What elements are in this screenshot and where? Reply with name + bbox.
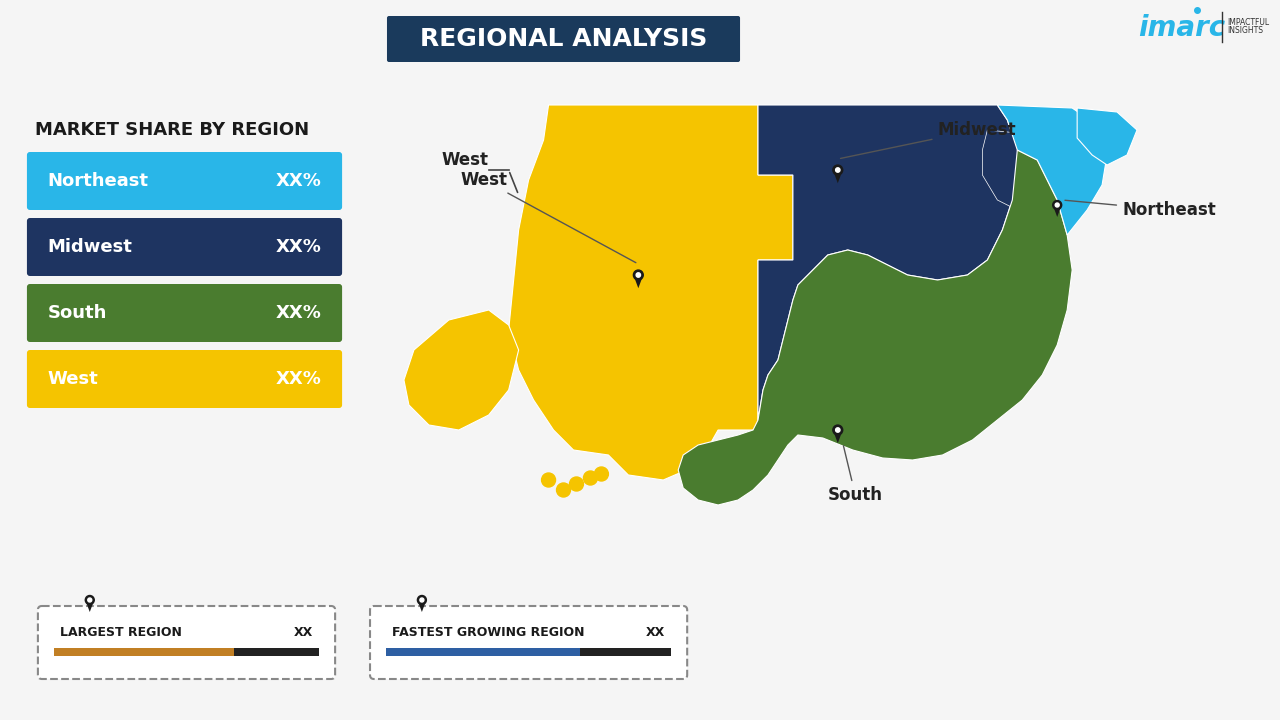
Text: Northeast: Northeast: [47, 172, 148, 190]
Polygon shape: [634, 275, 644, 288]
Bar: [54, 648, 319, 656]
Circle shape: [88, 598, 92, 602]
Polygon shape: [833, 430, 842, 444]
Circle shape: [833, 165, 842, 175]
Circle shape: [541, 473, 556, 487]
Polygon shape: [404, 310, 518, 430]
Polygon shape: [86, 600, 95, 612]
Text: XX%: XX%: [275, 304, 321, 322]
Text: South: South: [47, 304, 108, 322]
Text: West: West: [47, 370, 99, 388]
Circle shape: [584, 471, 598, 485]
Circle shape: [594, 467, 608, 481]
FancyBboxPatch shape: [27, 218, 342, 276]
Bar: [387, 648, 671, 656]
FancyBboxPatch shape: [387, 16, 740, 62]
Polygon shape: [417, 600, 426, 612]
Text: West: West: [442, 151, 489, 169]
Polygon shape: [1078, 108, 1137, 165]
Polygon shape: [508, 105, 792, 480]
Text: Midwest: Midwest: [47, 238, 133, 256]
FancyBboxPatch shape: [27, 152, 342, 210]
Circle shape: [836, 168, 840, 172]
Circle shape: [557, 483, 571, 497]
FancyBboxPatch shape: [370, 606, 687, 679]
FancyBboxPatch shape: [27, 350, 342, 408]
Text: XX: XX: [294, 626, 314, 639]
Circle shape: [836, 428, 840, 432]
Circle shape: [420, 598, 424, 602]
Polygon shape: [758, 105, 1018, 420]
Text: XX%: XX%: [275, 238, 321, 256]
Text: XX%: XX%: [275, 172, 321, 190]
Text: MARKET SHARE BY REGION: MARKET SHARE BY REGION: [35, 121, 308, 139]
Bar: [54, 648, 234, 656]
Circle shape: [636, 273, 640, 277]
Circle shape: [570, 477, 584, 491]
Text: XX%: XX%: [275, 370, 321, 388]
Text: REGIONAL ANALYSIS: REGIONAL ANALYSIS: [420, 27, 707, 51]
Text: West: West: [461, 171, 636, 263]
Text: imarc: imarc: [1138, 14, 1225, 42]
Circle shape: [1052, 200, 1061, 210]
Circle shape: [86, 595, 95, 605]
Circle shape: [634, 270, 644, 280]
Text: XX: XX: [646, 626, 666, 639]
FancyBboxPatch shape: [27, 284, 342, 342]
Text: Northeast: Northeast: [1065, 200, 1216, 219]
Polygon shape: [983, 130, 1057, 210]
Circle shape: [833, 425, 842, 435]
Bar: [387, 648, 580, 656]
Text: Midwest: Midwest: [841, 121, 1016, 158]
Polygon shape: [833, 170, 842, 183]
Polygon shape: [997, 105, 1107, 235]
Text: INSIGHTS: INSIGHTS: [1226, 25, 1263, 35]
Circle shape: [417, 595, 426, 605]
Polygon shape: [678, 150, 1073, 505]
FancyBboxPatch shape: [38, 606, 335, 679]
Polygon shape: [1052, 205, 1061, 217]
Text: FASTEST GROWING REGION: FASTEST GROWING REGION: [392, 626, 585, 639]
Text: LARGEST REGION: LARGEST REGION: [60, 626, 182, 639]
Text: IMPACTFUL: IMPACTFUL: [1226, 17, 1268, 27]
Text: South: South: [828, 446, 883, 504]
Circle shape: [1055, 203, 1059, 207]
